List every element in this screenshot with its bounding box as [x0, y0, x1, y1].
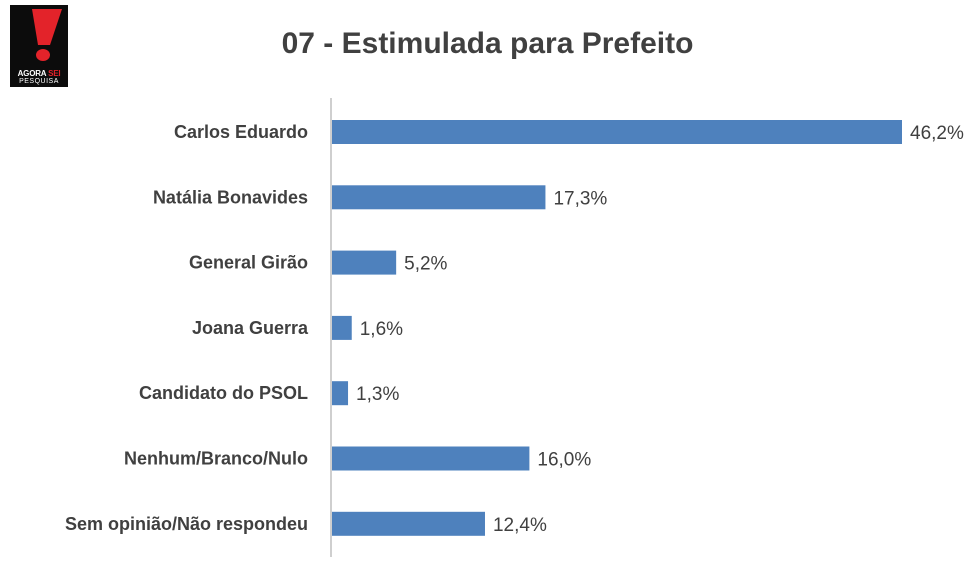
bar-data-label: 46,2% — [910, 123, 964, 144]
bar — [332, 250, 397, 275]
exclamation-logo-icon — [32, 9, 62, 61]
bar — [332, 185, 546, 210]
bar — [332, 315, 352, 340]
bar-data-label: 1,3% — [356, 384, 399, 405]
category-tick-label: General Girão — [189, 253, 308, 273]
category-tick-label: Natália Bonavides — [153, 187, 308, 207]
bar — [332, 511, 485, 536]
bar-data-label: 12,4% — [493, 515, 547, 536]
bar — [332, 381, 349, 406]
bar-data-label: 5,2% — [404, 254, 447, 275]
bar — [332, 120, 902, 144]
category-tick-label: Joana Guerra — [192, 318, 309, 338]
logo-brand-text: AGORA SEI — [10, 69, 68, 78]
logo-subtitle-text: PESQUISA — [19, 78, 59, 85]
bar — [332, 446, 530, 471]
chart-title: 07 - Estimulada para Prefeito — [281, 27, 694, 60]
category-tick-label: Carlos Eduardo — [174, 122, 308, 142]
category-tick-label: Sem opinião/Não respondeu — [65, 514, 308, 534]
bar-data-label: 16,0% — [537, 450, 591, 471]
category-tick-label: Nenhum/Branco/Nulo — [124, 449, 308, 469]
agora-sei-logo: AGORA SEI PESQUISA — [10, 5, 68, 87]
logo-word-sei: SEI — [48, 69, 61, 78]
logo-word-agora: AGORA — [17, 69, 47, 78]
bar-data-label: 17,3% — [553, 188, 607, 209]
category-tick-label: Candidato do PSOL — [139, 383, 308, 403]
bar-data-label: 1,6% — [360, 319, 403, 340]
